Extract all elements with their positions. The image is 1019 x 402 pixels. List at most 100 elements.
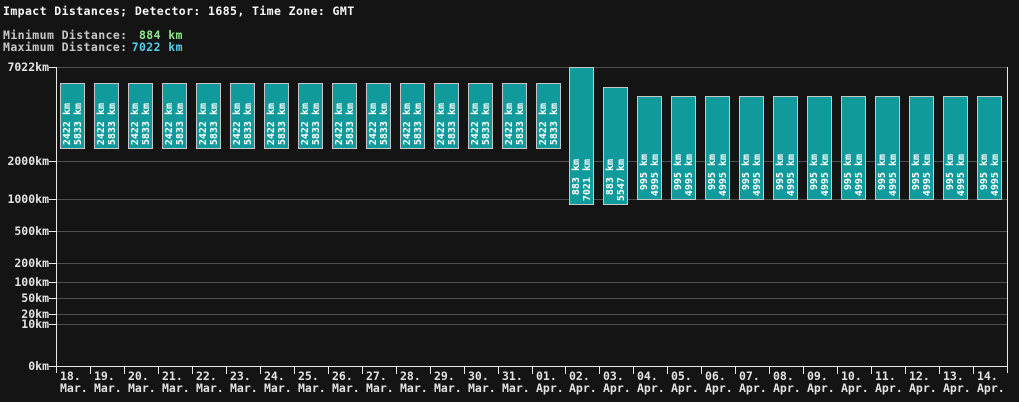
bar-value-label: 2422 km 5833 km xyxy=(163,102,186,145)
gridline-200km xyxy=(56,263,1008,264)
bar: 995 km 4995 km xyxy=(875,96,900,200)
bar: 995 km 4995 km xyxy=(739,96,764,200)
x-axis-label: 12. Apr. xyxy=(909,369,937,395)
x-axis-label: 01. Apr. xyxy=(536,369,564,395)
gridline-20km xyxy=(56,314,1008,315)
x-axis-tick xyxy=(362,367,363,374)
y-axis-tick xyxy=(49,231,56,232)
x-axis-label: 10. Apr. xyxy=(841,369,869,395)
bar-value-label: 2422 km 5833 km xyxy=(265,102,288,145)
bar: 995 km 4995 km xyxy=(807,96,832,200)
x-axis-label: 14. Apr. xyxy=(977,369,1005,395)
x-axis-label: 05. Apr. xyxy=(671,369,699,395)
x-axis-tick xyxy=(837,367,838,374)
y-axis-label: 100km xyxy=(14,275,49,289)
bar: 2422 km 5833 km xyxy=(128,83,153,149)
bar-value-label: 995 km 4995 km xyxy=(944,153,967,196)
y-axis-label: 10km xyxy=(21,317,49,331)
bar: 2422 km 5833 km xyxy=(196,83,221,149)
x-axis-label: 06. Apr. xyxy=(705,369,733,395)
x-axis-tick xyxy=(328,367,329,374)
x-axis-label: 03. Apr. xyxy=(603,369,631,395)
bar: 2422 km 5833 km xyxy=(434,83,459,149)
minimum-distance-line: Minimum Distance: 884 km xyxy=(3,28,183,42)
maximum-distance-value: 7022 km xyxy=(131,40,183,54)
x-axis-tick xyxy=(735,367,736,374)
x-axis-tick xyxy=(260,367,261,374)
x-axis-label: 26. Mar. xyxy=(332,369,360,395)
minimum-distance-value: 884 km xyxy=(138,28,183,42)
bar-value-label: 995 km 4995 km xyxy=(910,153,933,196)
x-axis-label: 29. Mar. xyxy=(434,369,462,395)
x-axis-tick xyxy=(192,367,193,374)
bar: 883 km 7021 km xyxy=(569,67,594,205)
maximum-distance-line: Maximum Distance: 7022 km xyxy=(3,40,183,54)
x-axis-label: 04. Apr. xyxy=(637,369,665,395)
x-axis-label: 23. Mar. xyxy=(230,369,258,395)
maximum-distance-label: Maximum Distance: xyxy=(3,40,128,54)
x-axis-tick xyxy=(599,367,600,374)
x-axis-label: 02. Apr. xyxy=(569,369,597,395)
x-axis-tick xyxy=(769,367,770,374)
x-axis-tick xyxy=(803,367,804,374)
y-axis-label: 50km xyxy=(21,291,49,305)
x-axis-label: 08. Apr. xyxy=(773,369,801,395)
bar: 995 km 4995 km xyxy=(705,96,730,200)
bar-value-label: 995 km 4995 km xyxy=(706,153,729,196)
gridline-1000km xyxy=(56,199,1008,200)
bar: 2422 km 5833 km xyxy=(94,83,119,149)
x-axis-tick xyxy=(90,367,91,374)
bar-value-label: 995 km 4995 km xyxy=(774,153,797,196)
bar-value-label: 2422 km 5833 km xyxy=(367,102,390,145)
y-axis-label: 2000km xyxy=(7,154,49,168)
x-axis-label: 11. Apr. xyxy=(875,369,903,395)
x-axis-tick xyxy=(633,367,634,374)
x-axis-tick xyxy=(701,367,702,374)
x-axis-tick xyxy=(124,367,125,374)
x-axis-label: 27. Mar. xyxy=(366,369,394,395)
bar: 995 km 4995 km xyxy=(841,96,866,200)
gridline-100km xyxy=(56,282,1008,283)
y-axis-tick xyxy=(49,314,56,315)
x-axis-tick xyxy=(905,367,906,374)
y-axis-tick xyxy=(49,324,56,325)
bar: 2422 km 5833 km xyxy=(536,83,561,149)
y-axis-tick xyxy=(49,366,56,367)
bar-value-label: 2422 km 5833 km xyxy=(401,102,424,145)
chart-title: Impact Distances; Detector: 1685, Time Z… xyxy=(3,4,355,18)
bar: 2422 km 5833 km xyxy=(264,83,289,149)
x-axis-label: 28. Mar. xyxy=(400,369,428,395)
x-axis-label: 25. Mar. xyxy=(298,369,326,395)
y-axis-tick xyxy=(49,67,56,68)
bar: 2422 km 5833 km xyxy=(298,83,323,149)
bar-value-label: 2422 km 5833 km xyxy=(231,102,254,145)
bar: 995 km 4995 km xyxy=(977,96,1002,200)
x-axis-tick xyxy=(464,367,465,374)
y-axis-tick xyxy=(49,282,56,283)
bar-value-label: 995 km 4995 km xyxy=(638,153,661,196)
bar-value-label: 2422 km 5833 km xyxy=(197,102,220,145)
bar: 995 km 4995 km xyxy=(943,96,968,200)
bar-value-label: 2422 km 5833 km xyxy=(435,102,458,145)
bar: 2422 km 5833 km xyxy=(468,83,493,149)
bar: 2422 km 5833 km xyxy=(400,83,425,149)
bar: 995 km 4995 km xyxy=(909,96,934,200)
x-axis-label: 30. Mar. xyxy=(468,369,496,395)
bar: 995 km 4995 km xyxy=(671,96,696,200)
bar: 883 km 5547 km xyxy=(603,87,628,205)
bar-value-label: 883 km 5547 km xyxy=(604,158,627,201)
x-axis-label: 07. Apr. xyxy=(739,369,767,395)
bar-value-label: 2422 km 5833 km xyxy=(61,102,84,145)
x-axis-line xyxy=(56,366,1008,367)
bar-value-label: 2422 km 5833 km xyxy=(537,102,560,145)
bar: 2422 km 5833 km xyxy=(502,83,527,149)
x-axis-label: 22. Mar. xyxy=(196,369,224,395)
bar-value-label: 2422 km 5833 km xyxy=(333,102,356,145)
x-axis-tick xyxy=(430,367,431,374)
x-axis-label: 24. Mar. xyxy=(264,369,292,395)
gridline-2000km xyxy=(56,161,1008,162)
bar: 2422 km 5833 km xyxy=(230,83,255,149)
bar-value-label: 2422 km 5833 km xyxy=(95,102,118,145)
x-axis-tick xyxy=(939,367,940,374)
x-axis-tick xyxy=(667,367,668,374)
